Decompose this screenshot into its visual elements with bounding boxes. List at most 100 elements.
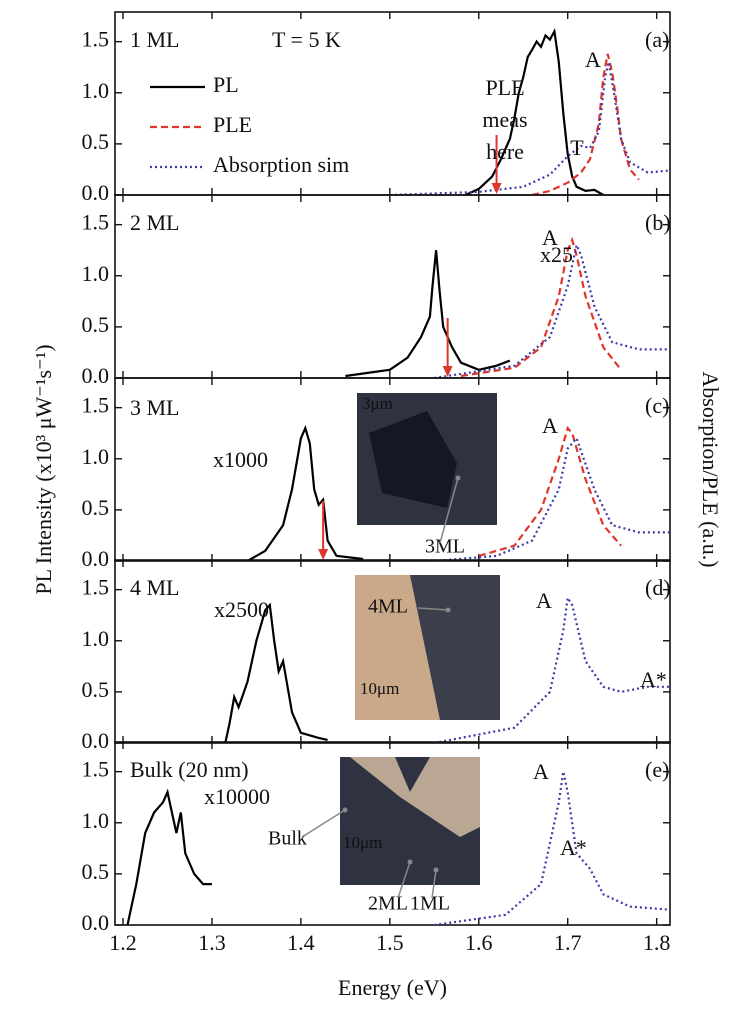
- series-line: [434, 771, 670, 925]
- x-axis-label: Energy (eV): [338, 975, 447, 1000]
- panel: 3μm 3ML 0.0 0.5 1.0 1.5 (c) 3 ML x1000 A PL Intens…: [31, 344, 723, 594]
- y-tick-label: 0.5: [82, 859, 110, 884]
- inset-pointer-head: [433, 867, 439, 873]
- annotation: A: [542, 225, 558, 250]
- legend-label: PLE: [213, 112, 252, 137]
- panel-label: (a): [645, 27, 669, 52]
- y-tick-label: 1.0: [82, 78, 110, 103]
- annotation: A: [533, 759, 549, 784]
- annotation: A*: [640, 667, 667, 692]
- y-tick-label: 0.0: [82, 363, 110, 388]
- y-tick-label: 0.5: [82, 312, 110, 337]
- legend-label: PL: [213, 72, 239, 97]
- y-tick-label: 1.0: [82, 808, 110, 833]
- y-tick-label: 0.5: [82, 495, 110, 520]
- inset-label: 10μm: [343, 833, 382, 852]
- inset-pointer-head: [407, 859, 413, 865]
- plot-frame: [114, 11, 671, 196]
- inset-flake: [350, 757, 480, 837]
- annotation: A: [536, 588, 552, 613]
- inset-pointer: [397, 861, 411, 899]
- y-tick-label: 0.0: [82, 546, 110, 571]
- panel-label: (b): [645, 210, 671, 235]
- y-tick-label: 1.5: [82, 393, 110, 418]
- inset-pointer: [439, 477, 459, 544]
- excitation-note: PLE: [485, 75, 524, 100]
- x-tick-label: 1.5: [376, 930, 404, 955]
- x-tick-label: 1.7: [554, 930, 582, 955]
- inset-pointer: [417, 607, 449, 611]
- inset-label: 2ML: [368, 893, 408, 915]
- y-tick-label: 1.0: [82, 444, 110, 469]
- series-line: [434, 436, 670, 561]
- annotation: Bulk (20 nm): [130, 757, 249, 782]
- annotation: 1 ML: [130, 27, 180, 52]
- inset-label: 3μm: [362, 394, 393, 413]
- inset-pointer: [301, 809, 346, 838]
- legend-label: Absorption sim: [213, 152, 349, 177]
- inset-label: 4ML: [368, 596, 408, 618]
- y-tick-label: 1.5: [82, 27, 110, 52]
- y-tick-label: 0.0: [82, 910, 110, 935]
- inset-pointer: [431, 869, 437, 899]
- x-tick-label: 1.4: [287, 930, 315, 955]
- x-tick-label: 1.2: [109, 930, 137, 955]
- series-line: [434, 594, 670, 743]
- excitation-note: meas: [482, 107, 527, 132]
- inset-flake: [369, 411, 457, 508]
- series-line: [389, 61, 670, 195]
- inset-pointer-head: [445, 607, 451, 613]
- excitation-arrow-head: [318, 549, 329, 560]
- panel-label: (e): [645, 757, 669, 782]
- series-line: [478, 425, 622, 557]
- y-tick-label: 1.5: [82, 210, 110, 235]
- series-line: [434, 241, 670, 378]
- excitation-arrow-head: [442, 366, 453, 377]
- inset-pointer-head: [455, 475, 461, 481]
- y-tick-label: 1.0: [82, 261, 110, 286]
- series-line: [464, 27, 604, 195]
- inset-label: 3ML: [425, 536, 465, 558]
- plot-frame: [114, 377, 671, 562]
- y-tick-label: 0.5: [82, 129, 110, 154]
- annotation: x2500: [214, 597, 269, 622]
- annotation: A: [542, 413, 558, 438]
- annotation: T: [570, 135, 584, 160]
- annotation: x1000: [213, 447, 268, 472]
- series-line: [126, 788, 212, 925]
- inset-label: 10μm: [360, 679, 399, 698]
- annotation: 2 ML: [130, 210, 180, 235]
- inset-label: Bulk: [268, 828, 307, 850]
- panel: Bulk 10μm 2ML 1ML 0.0 0.5 1.0 1.5 1.2 1.3 1.4 1.5 1.…: [82, 741, 671, 1000]
- y-axis-label: PL Intensity (x10³ μW⁻¹s⁻¹): [31, 344, 56, 594]
- y-tick-label: 0.0: [82, 728, 110, 753]
- annotation: 4 ML: [130, 575, 180, 600]
- series-line: [345, 250, 511, 378]
- excitation-arrow-head: [491, 183, 502, 194]
- panel-label: (c): [645, 393, 669, 418]
- plot-frame: [114, 559, 671, 744]
- y-tick-label: 0.0: [82, 180, 110, 205]
- series-line: [246, 424, 364, 561]
- series-line: [531, 53, 640, 195]
- annotation: x25: [540, 242, 573, 267]
- annotation: A: [585, 47, 601, 72]
- plot-frame: [114, 194, 671, 379]
- inset-flake: [355, 575, 440, 720]
- panel: 4ML 10μm 0.0 0.5 1.0 1.5 (d) 4 ML x2500 A A*: [82, 559, 671, 753]
- series-line: [224, 602, 328, 743]
- y2-axis-label: Absorption/PLE (a.u.): [698, 371, 723, 567]
- inset-label: 1ML: [410, 893, 450, 915]
- annotation: 3 ML: [130, 395, 180, 420]
- excitation-note: here: [486, 139, 524, 164]
- annotation: x10000: [204, 784, 270, 809]
- series-line: [460, 236, 622, 378]
- inset-pointer-head: [342, 807, 348, 813]
- panel: 0.0 0.5 1.0 1.5 PLE meas here (a) 1 ML T = 5 K A T P…: [82, 11, 671, 205]
- x-tick-label: 1.8: [643, 930, 671, 955]
- x-tick-label: 1.3: [198, 930, 226, 955]
- y-tick-label: 1.5: [82, 757, 110, 782]
- y-tick-label: 1.5: [82, 575, 110, 600]
